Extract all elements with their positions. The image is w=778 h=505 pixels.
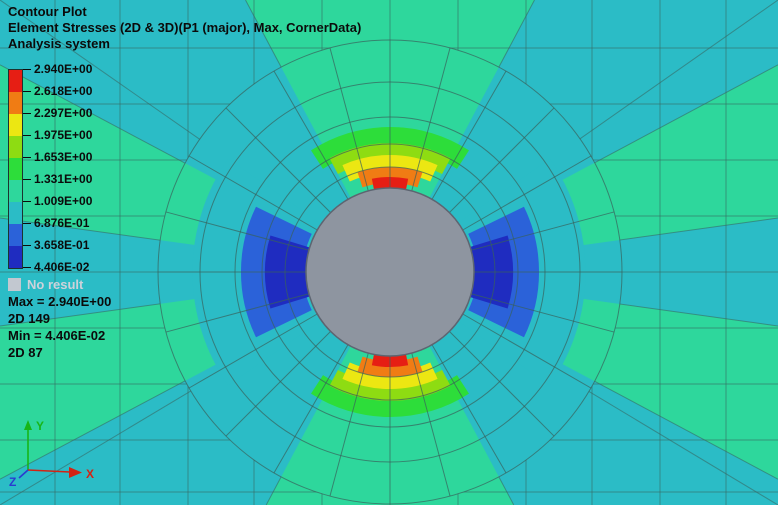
x-axis-arrowhead (69, 467, 82, 478)
no-result-row: No result (8, 277, 83, 292)
y-axis-arrowhead (24, 420, 32, 430)
x-axis-line (27, 469, 71, 473)
x-axis-label: X (86, 467, 94, 481)
z-axis-label: Z (9, 475, 16, 489)
legend-band (9, 70, 22, 92)
min-value-label: Min = 4.406E-02 (8, 328, 106, 343)
coordinate-triad: Y X Z (9, 419, 94, 489)
legend-value: 2.940E+00 (34, 62, 93, 76)
legend-band (9, 180, 22, 202)
legend-band (9, 202, 22, 224)
legend-value: 6.876E-01 (34, 216, 90, 230)
hole-disc (305, 187, 475, 357)
legend-band (9, 114, 22, 136)
legend-labels: 2.940E+00 2.618E+00 2.297E+00 1.975E+00 … (23, 58, 92, 278)
legend-tick (23, 200, 31, 202)
legend-tick (23, 134, 31, 136)
legend-value: 1.331E+00 (34, 172, 93, 186)
contour-plot-title: Contour Plot (8, 4, 87, 19)
legend-band (9, 136, 22, 158)
legend-colorbar (8, 69, 23, 269)
legend-tick (23, 112, 31, 114)
no-result-label: No result (27, 277, 84, 292)
legend-band (9, 92, 22, 114)
no-result-swatch (8, 278, 21, 291)
legend-tick (23, 156, 31, 158)
y-axis-label: Y (36, 419, 44, 433)
hud-header: Contour Plot Element Stresses (2D & 3D)(… (8, 4, 361, 52)
legend-band (9, 224, 22, 246)
legend-value: 2.297E+00 (34, 106, 93, 120)
legend-value: 3.658E-01 (34, 238, 90, 252)
legend-tick (23, 222, 31, 224)
max-entity-label: 2D 149 (8, 311, 50, 326)
legend-band (9, 246, 22, 268)
legend-tick (23, 68, 31, 70)
analysis-system-label: Analysis system (8, 36, 110, 51)
result-type-label: Element Stresses (2D & 3D)(P1 (major), M… (8, 20, 362, 35)
legend-tick (23, 178, 31, 180)
legend-value: 1.653E+00 (34, 150, 93, 164)
z-axis-line (18, 469, 29, 479)
max-value-label: Max = 2.940E+00 (8, 294, 112, 309)
legend-tick (23, 266, 31, 268)
legend-band (9, 158, 22, 180)
min-entity-label: 2D 87 (8, 345, 43, 360)
legend-value: 1.009E+00 (34, 194, 93, 208)
radial-mesh-web (157, 39, 623, 505)
legend-value: 4.406E-02 (34, 260, 90, 274)
legend-value: 1.975E+00 (34, 128, 93, 142)
legend-tick (23, 90, 31, 92)
legend-tick (23, 244, 31, 246)
max-min-readout: Max = 2.940E+00 2D 149 Min = 4.406E-02 2… (8, 293, 111, 361)
legend-value: 2.618E+00 (34, 84, 93, 98)
